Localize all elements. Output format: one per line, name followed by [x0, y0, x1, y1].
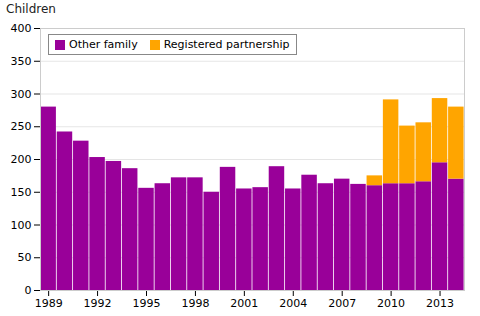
svg-text:50: 50 — [18, 251, 32, 264]
svg-text:200: 200 — [11, 153, 32, 166]
svg-text:2013: 2013 — [426, 297, 454, 310]
html-text:Registered partnership: Registered partnership — [163, 38, 290, 51]
svg-text:2010: 2010 — [377, 297, 405, 310]
svg-text:1989: 1989 — [35, 297, 63, 310]
svg-text:100: 100 — [11, 219, 32, 232]
svg-text:2007: 2007 — [328, 297, 356, 310]
svg-text:2001: 2001 — [230, 297, 258, 310]
svg-text:0: 0 — [25, 284, 32, 297]
svg-text:1992: 1992 — [84, 297, 112, 310]
svg-text:2004: 2004 — [279, 297, 307, 310]
html-text:Other family: Other family — [69, 38, 138, 51]
svg-text:250: 250 — [11, 120, 32, 133]
svg-text:1995: 1995 — [133, 297, 161, 310]
svg-text:150: 150 — [11, 186, 32, 199]
svg-text:350: 350 — [11, 55, 32, 68]
svg-text:300: 300 — [11, 88, 32, 101]
html-text:Children: Children — [6, 2, 56, 16]
svg-text:1998: 1998 — [181, 297, 209, 310]
svg-text:400: 400 — [11, 22, 32, 35]
